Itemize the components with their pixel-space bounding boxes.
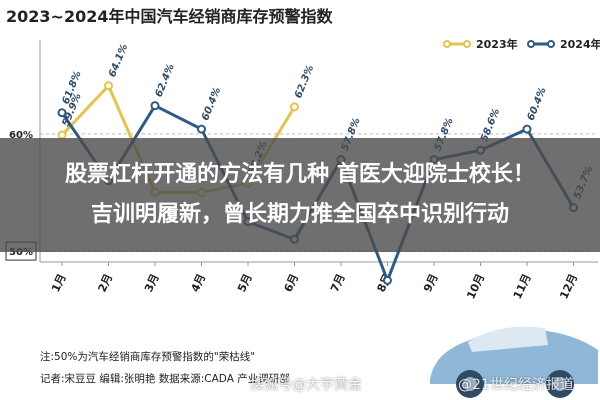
legend: 2023年 2024年 <box>443 37 600 51</box>
data-point <box>522 124 532 134</box>
x-tick-label: 5月 <box>235 272 255 294</box>
watermark-left: 搜狐号@大宇黄金 <box>250 377 362 393</box>
overlay-banner: 股票杠杆开通的方法有几种 首医大迎院士校长！ 吉训明履新，曾长期力推全国卒中识别… <box>0 138 600 252</box>
data-point <box>150 101 160 111</box>
legend-marker <box>527 40 535 48</box>
data-point <box>104 81 113 91</box>
banner-line-2: 吉训明履新，曾长期力推全国卒中识别行动 <box>90 202 509 227</box>
x-tick-label: 7月 <box>328 272 348 294</box>
legend-marker <box>547 40 555 48</box>
x-tick-label: 3月 <box>142 272 162 294</box>
data-point <box>197 124 206 134</box>
x-tick-label: 2月 <box>96 272 116 294</box>
x-tick-label: 10月 <box>464 272 487 301</box>
data-point <box>57 108 67 118</box>
x-tick-label: 12月 <box>557 272 580 301</box>
x-tick-label: 1月 <box>49 272 69 294</box>
watermark-right: @21世纪经济报道 <box>458 377 574 393</box>
legend-label: 2023年 <box>476 37 518 51</box>
banner-line-1: 股票杠杆开通的方法有几种 首医大迎院士校长！ <box>65 162 535 187</box>
x-tick-label: 11月 <box>511 272 534 301</box>
x-axis: 1月2月3月4月5月6月7月8月9月10月11月12月 <box>49 262 580 301</box>
data-label: 64.1% <box>107 43 130 79</box>
footer-note: 注:50%为汽车经销商库存预警指数的"荣枯线" <box>40 351 256 363</box>
x-tick-label: 4月 <box>189 272 209 294</box>
data-point <box>290 102 299 112</box>
data-label: 62.3% <box>293 64 316 100</box>
y-tick-label: 50% <box>9 247 33 258</box>
data-label: 62.4% <box>154 62 177 98</box>
data-point <box>383 275 392 285</box>
footer-credit: 记者:宋豆豆 编辑:张明艳 数据来源:CADA 产业调研部 <box>40 373 290 385</box>
chart-title: 2023~2024年中国汽车经销商库存预警指数 <box>6 7 333 26</box>
legend-label: 2024年 <box>560 37 600 51</box>
x-tick-label: 9月 <box>421 272 441 294</box>
legend-marker <box>463 40 471 48</box>
data-label: 60.4% <box>526 86 549 122</box>
y-tick-label: 60% <box>9 130 33 141</box>
car-icon <box>430 326 598 398</box>
legend-marker <box>443 40 451 48</box>
x-tick-label: 6月 <box>282 272 302 294</box>
data-label: 60.4% <box>200 86 223 122</box>
